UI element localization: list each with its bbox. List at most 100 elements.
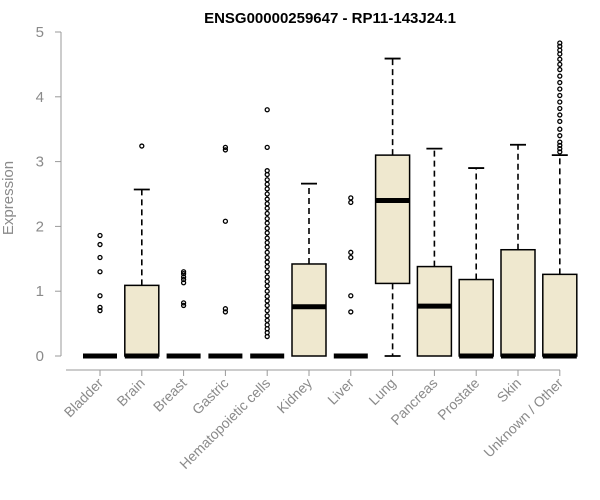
box-unknown-other [542,40,578,359]
outlier-point [180,269,187,275]
outlier-point [180,302,187,309]
outlier-point [264,181,270,187]
outlier-point [264,186,270,192]
box-lung [374,57,411,357]
outlier-point [180,300,187,306]
outlier-point [264,298,270,304]
outlier-point [264,263,270,270]
outlier-point [264,220,270,226]
outlier-point [264,259,270,265]
outlier-point [264,244,270,250]
outlier-point [264,274,270,280]
outlier-point [180,271,187,277]
box-prostate [458,167,494,359]
outlier-point [222,218,229,224]
box-body [542,273,578,357]
outlier-point [264,249,270,255]
x-tick-label: Liver [324,375,357,408]
outlier-point [557,139,563,145]
box-brain [124,143,160,359]
box-body [416,265,453,357]
outlier-point [557,40,563,46]
y-tick-label: 4 [36,89,44,106]
outlier-point [264,225,270,231]
x-tick-label: Unknown / Other [480,375,566,461]
outlier-point [557,73,563,79]
box-breast [166,269,201,359]
box-liver [333,195,368,359]
outlier-point [557,133,563,139]
y-axis-label: Expression [0,161,17,235]
box-pancreas [416,147,453,357]
box-body [374,154,411,285]
outlier-point [557,149,563,155]
outlier-point [264,293,270,300]
outlier-point [264,177,270,183]
outlier-point [557,126,563,132]
outlier-point [264,168,270,174]
x-tick-label: Breast [150,375,190,415]
outlier-point [348,199,354,206]
outlier-point [557,105,563,112]
outlier-point [139,143,145,149]
outlier-point [264,254,270,261]
outlier-point [97,293,103,299]
outlier-point [97,307,103,314]
outlier-point [557,66,563,73]
outlier-point [97,269,103,275]
outlier-point [264,322,270,328]
outlier-point [264,313,270,319]
x-tick-label: Brain [113,375,147,409]
outlier-point [180,274,187,280]
outlier-point [264,201,270,207]
outlier-point [348,293,354,299]
outlier-point [264,283,270,289]
outlier-point [264,196,270,202]
box-body [500,248,536,357]
box-hematopoietic-cells [250,107,285,359]
outlier-point [557,92,563,99]
y-tick-label: 3 [36,154,44,171]
outlier-point [264,210,270,217]
outlier-point [264,307,270,314]
outlier-point [557,145,563,152]
chart-title: ENSG00000259647 - RP11-143J24.1 [204,10,456,27]
box-body [458,278,494,357]
outlier-point [264,144,270,150]
outlier-point [264,302,270,309]
y-tick-label: 0 [36,348,44,365]
outlier-point [348,309,354,315]
y-tick-label: 2 [36,218,44,235]
outlier-point [222,309,229,315]
outlier-point [264,215,270,222]
outlier-point [264,235,270,241]
outlier-point [348,254,354,261]
outlier-point [97,304,103,311]
outlier-point [180,280,187,286]
outlier-point [557,56,563,62]
outlier-point [264,288,270,294]
y-ticks: 0 1 2 3 4 5 [36,24,61,365]
x-tick-label: Lung [365,375,398,408]
x-tick-label: Bladder [61,375,107,421]
y-tick-label: 1 [36,283,44,300]
outlier-point [557,61,563,68]
outlier-point [264,205,270,211]
box-gastric [208,144,243,359]
outlier-point [557,99,563,105]
x-tick-label: Kidney [274,375,316,417]
outlier-point [557,79,563,86]
outlier-point [97,241,103,248]
outlier-point [222,144,229,150]
outlier-point [97,254,103,261]
outlier-point [222,147,229,153]
x-tick-label: Skin [494,375,525,406]
outlier-point [264,107,270,113]
outlier-point [264,278,270,285]
outlier-point [348,195,354,201]
outlier-point [264,317,270,324]
outlier-point [557,112,563,118]
outlier-point [557,118,563,125]
